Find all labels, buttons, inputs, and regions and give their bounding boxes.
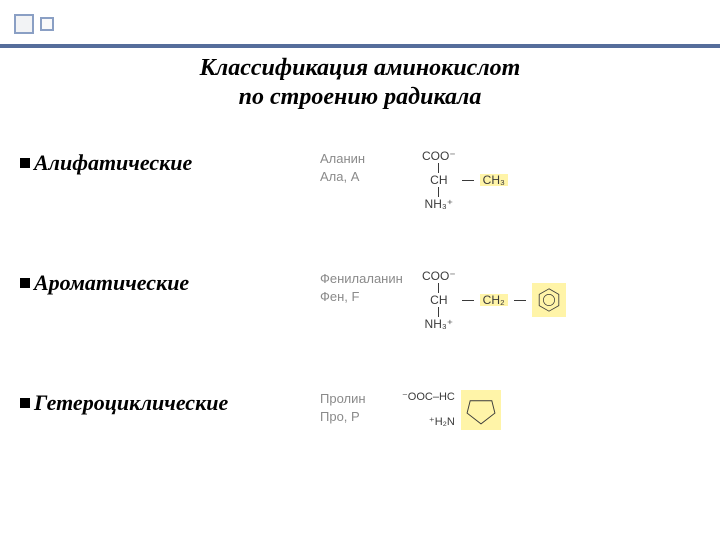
aa-name-line2: Ала, А	[320, 168, 410, 186]
bullet-icon	[20, 158, 30, 168]
aa-name-line2: Про, P	[320, 408, 390, 426]
bullet-label: Алифатические	[20, 150, 320, 176]
title-decoration	[14, 14, 54, 34]
chem-mid-left: CH	[430, 294, 447, 306]
amino-acid-name: Аланин Ала, А	[320, 150, 410, 185]
category-label: Алифатические	[34, 150, 192, 176]
title-top-bar	[0, 44, 720, 48]
chem-bottom: NH₃⁺	[425, 198, 454, 210]
formula-area: Аланин Ала, А COO⁻ CH NH₃⁺ CH₃	[320, 150, 700, 210]
chem-top: COO⁻	[422, 150, 456, 162]
bullet-label: Ароматические	[20, 270, 320, 296]
aa-name-line2: Фен, F	[320, 288, 410, 306]
category-label: Гетероциклические	[34, 390, 228, 416]
chemical-structure: COO⁻ CH NH₃⁺ CH₂	[422, 270, 566, 330]
chem-top: COO⁻	[422, 270, 456, 282]
decoration-square-large	[14, 14, 34, 34]
benzene-ring-icon	[532, 283, 566, 317]
amino-acid-name: Пролин Про, P	[320, 390, 390, 425]
formula-area: Пролин Про, P ⁻OOC–HC ⁺H₂N	[320, 390, 700, 430]
bullet-label: Гетероциклические	[20, 390, 320, 416]
chem-sidechain: CH₃	[480, 174, 508, 186]
chem-sidechain: CH₂	[480, 294, 508, 306]
chem-left-top: ⁻OOC–HC	[402, 392, 455, 403]
decoration-square-small	[40, 17, 54, 31]
pentagon-ring-icon	[461, 390, 501, 430]
chem-left-bottom: ⁺H₂N	[429, 417, 455, 428]
category-row-aliphatic: Алифатические Аланин Ала, А COO⁻ CH NH₃⁺…	[20, 150, 700, 210]
aa-name-line1: Аланин	[320, 151, 365, 166]
title-line-1: Классификация аминокислот	[200, 55, 521, 81]
chemical-structure: ⁻OOC–HC ⁺H₂N	[402, 390, 501, 430]
category-label: Ароматические	[34, 270, 189, 296]
bullet-icon	[20, 278, 30, 288]
aa-name-line1: Пролин	[320, 391, 366, 406]
chemical-structure: COO⁻ CH NH₃⁺ CH₃	[422, 150, 508, 210]
chem-bottom: NH₃⁺	[425, 318, 454, 330]
chem-mid-left: CH	[430, 174, 447, 186]
aa-name-line1: Фенилаланин	[320, 271, 403, 286]
formula-area: Фенилаланин Фен, F COO⁻ CH NH₃⁺ CH₂	[320, 270, 700, 330]
category-row-heterocyclic: Гетероциклические Пролин Про, P ⁻OOC–HC …	[20, 390, 700, 430]
amino-acid-name: Фенилаланин Фен, F	[320, 270, 410, 305]
bullet-icon	[20, 398, 30, 408]
slide-title: Классификация аминокислот по строению ра…	[0, 54, 720, 112]
category-row-aromatic: Ароматические Фенилаланин Фен, F COO⁻ CH…	[20, 270, 700, 330]
title-line-2: по строению радикала	[239, 84, 482, 110]
